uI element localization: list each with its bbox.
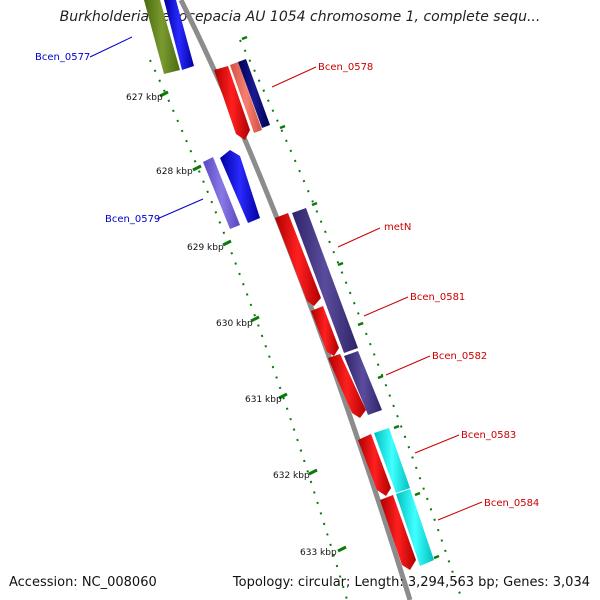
gene-block-olive — [144, 0, 180, 74]
gene-label-bcen0583[interactable]: Bcen_0583 — [461, 430, 516, 441]
topology-label: Topology: circular; Length: 3,294,563 bp… — [232, 575, 590, 590]
backbone-line — [178, 0, 413, 600]
tick-label-632: 632 kbp — [273, 471, 310, 481]
gene-block-bcen0583 — [358, 434, 391, 496]
gene-label-bcen0577[interactable]: Bcen_0577 — [35, 52, 90, 63]
gene-label-bcen0584[interactable]: Bcen_0584 — [484, 498, 539, 509]
gene-block-navy — [238, 59, 270, 128]
gene-block-bcen0579 — [220, 150, 260, 223]
gene-block-metn — [275, 213, 321, 306]
tick-label-628: 628 kbp — [156, 167, 193, 177]
tick-label-631: 631 kbp — [245, 395, 282, 405]
tick-label-630: 630 kbp — [216, 319, 253, 329]
gene-label-bcen0581[interactable]: Bcen_0581 — [410, 292, 465, 303]
kbp-ticks — [159, 90, 347, 553]
gene-block-slate-short — [344, 351, 382, 415]
gene-block-bcen0577 — [164, 0, 194, 70]
gene-label-bcen0582[interactable]: Bcen_0582 — [432, 351, 487, 362]
tick-label-627: 627 kbp — [126, 93, 163, 103]
gene-label-metn[interactable]: metN — [384, 222, 411, 233]
tick-label-633: 633 kbp — [300, 548, 337, 558]
gene-block-salmon — [230, 62, 262, 133]
gene-label-bcen0579[interactable]: Bcen_0579 — [105, 214, 160, 225]
gene-block-bcen0578 — [214, 66, 250, 140]
tick-guide-line — [149, 59, 349, 600]
gene-block-bcen0584 — [380, 495, 416, 570]
callout-lines — [89, 36, 483, 521]
tick-label-629: 629 kbp — [187, 243, 224, 253]
gene-block-bcen0581 — [311, 306, 339, 356]
accession-label: Accession: NC_008060 — [9, 575, 157, 590]
gene-block-cyan-b — [396, 489, 434, 566]
gene-block-cyan-a — [374, 428, 410, 493]
gene-labels: Bcen_0577 Bcen_0578 Bcen_0579 metN Bcen_… — [35, 52, 539, 509]
gene-block-slate-long — [292, 208, 358, 353]
gene-label-bcen0578[interactable]: Bcen_0578 — [318, 62, 373, 73]
gene-block-bcen0582 — [328, 354, 366, 418]
gc-guide-line — [239, 39, 463, 600]
gene-block-lavender — [203, 157, 240, 229]
outer-dashes — [241, 35, 440, 560]
gene-blocks — [144, 0, 434, 570]
kbp-labels: 627 kbp 628 kbp 629 kbp 630 kbp 631 kbp … — [126, 93, 337, 558]
